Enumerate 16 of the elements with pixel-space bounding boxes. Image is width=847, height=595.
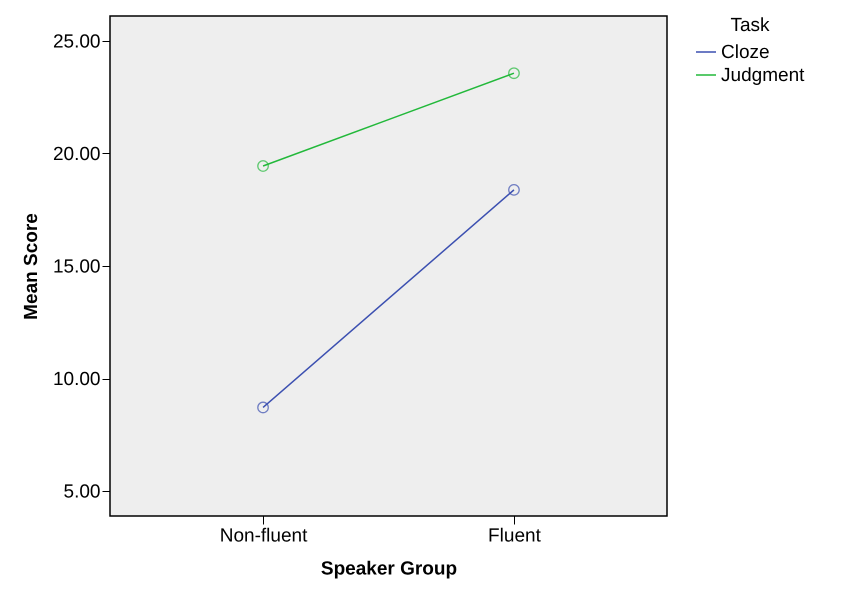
y-tick-label: 15.00 (52, 256, 100, 278)
y-axis-title: Mean Score (20, 213, 42, 320)
point (257, 160, 269, 172)
x-tick-label: Fluent (488, 526, 542, 546)
legend-title: Task (730, 15, 770, 36)
y-tick-label: 5.00 (64, 482, 100, 503)
y-tick-label: 25.00 (52, 31, 100, 52)
point (508, 184, 520, 196)
point (508, 67, 520, 80)
legend-label: Judgment (721, 65, 806, 86)
y-tick-label: 10.00 (52, 369, 100, 390)
legend-label: Cloze (721, 42, 770, 63)
x-axis-title: Speaker Group (320, 558, 458, 580)
y-tick-label: 20.00 (52, 144, 100, 165)
point (257, 402, 269, 414)
x-tick-label: Non-fluent (220, 526, 308, 546)
